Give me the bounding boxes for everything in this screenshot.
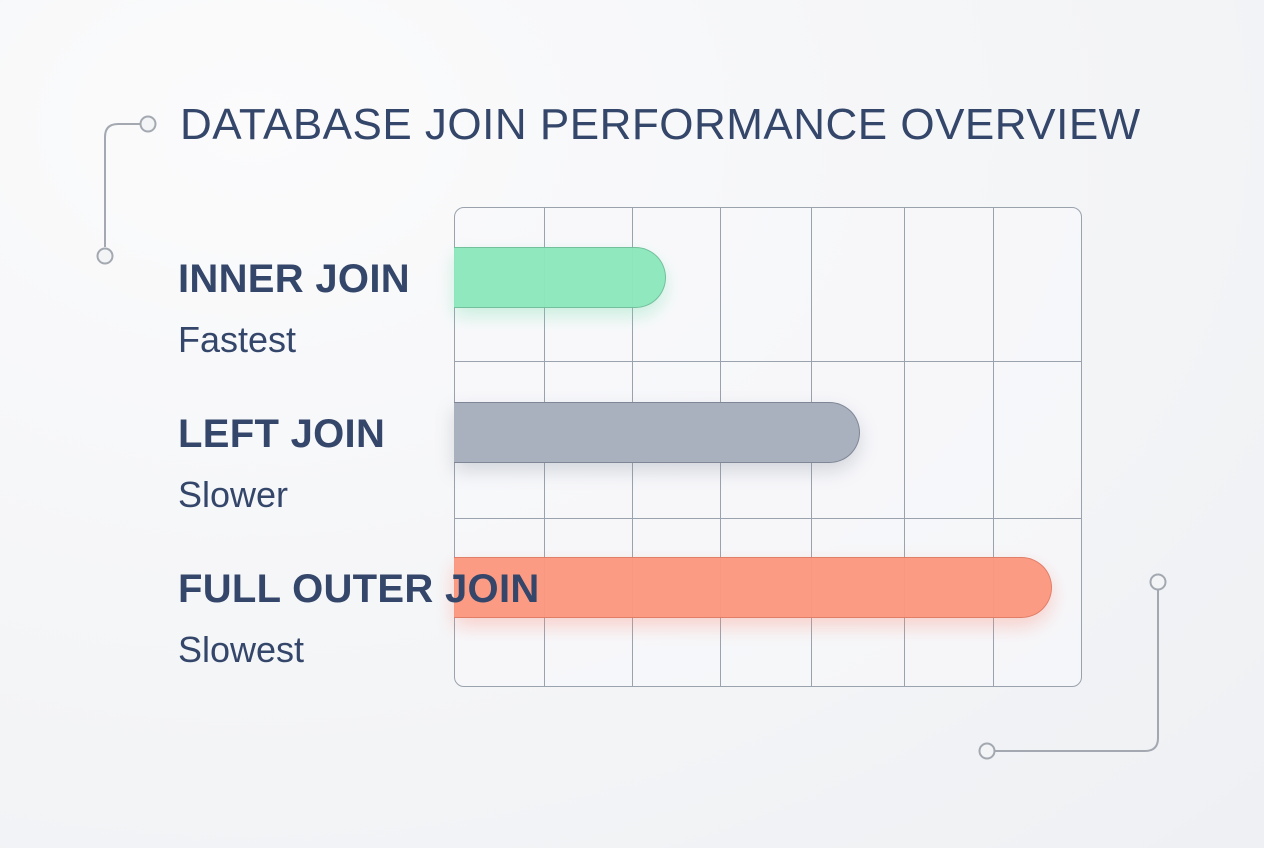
bar-inner-join [454,247,666,308]
row-sublabel-inner-join: Fastest [178,319,297,360]
grid-line [455,361,1081,362]
connector-node-icon [978,742,996,760]
connector-node-icon [1149,573,1167,591]
connector-node-icon [139,115,157,133]
grid-line [993,208,994,686]
chart-title: DATABASE JOIN PERFORMANCE OVERVIEW [180,100,1141,149]
grid-line [904,208,905,686]
connector-line-bottom-right [995,590,1159,752]
row-sublabel-full-outer-join: Slowest [178,629,305,670]
row-sublabel-left-join: Slower [178,474,289,515]
row-label-inner-join: INNER JOIN [178,257,410,301]
connector-node-icon [96,247,114,265]
connector-line-top-left [104,123,147,247]
bar-left-join [454,402,860,463]
grid-line [455,518,1081,519]
bar-full-outer-join [454,557,1052,618]
row-label-full-outer-join: FULL OUTER JOIN [178,567,540,611]
row-label-left-join: LEFT JOIN [178,412,386,456]
